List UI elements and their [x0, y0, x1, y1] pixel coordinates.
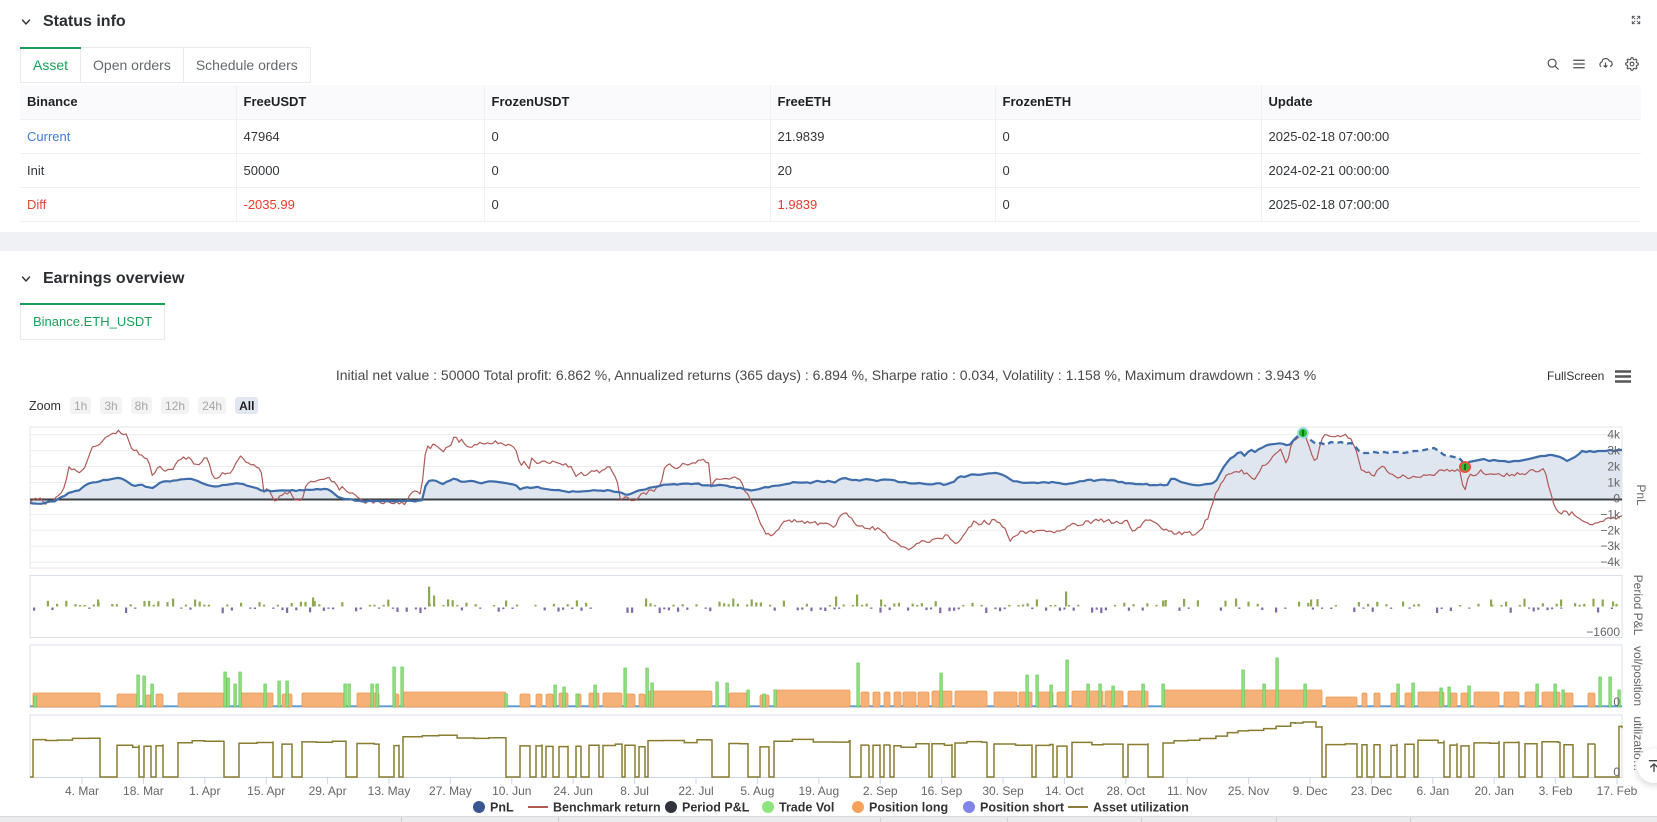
svg-text:8. Jul: 8. Jul — [620, 784, 649, 798]
svg-text:Asset utilization: Asset utilization — [1093, 801, 1189, 815]
svg-text:9. Dec: 9. Dec — [1293, 784, 1328, 798]
svg-text:10. Jun: 10. Jun — [492, 784, 531, 798]
svg-text:3k: 3k — [1607, 444, 1621, 458]
svg-text:2k: 2k — [1607, 460, 1621, 474]
svg-text:20. Jan: 20. Jan — [1475, 784, 1514, 798]
svg-text:22. Jul: 22. Jul — [678, 784, 713, 798]
svg-text:17. Feb: 17. Feb — [1597, 784, 1638, 798]
svg-text:15. Apr: 15. Apr — [247, 784, 285, 798]
svg-text:11. Nov: 11. Nov — [1167, 784, 1207, 798]
svg-text:29. Apr: 29. Apr — [309, 784, 347, 798]
svg-text:−2k: −2k — [1600, 523, 1621, 537]
svg-text:PnL: PnL — [1634, 484, 1648, 506]
svg-text:−1k: −1k — [1600, 507, 1621, 521]
svg-text:13. May: 13. May — [368, 784, 411, 798]
svg-text:2. Sep: 2. Sep — [863, 784, 898, 798]
svg-text:1k: 1k — [1607, 476, 1621, 490]
svg-text:0: 0 — [1613, 695, 1620, 709]
svg-text:19. Aug: 19. Aug — [798, 784, 839, 798]
svg-text:23. Dec: 23. Dec — [1351, 784, 1392, 798]
svg-text:1. Apr: 1. Apr — [189, 784, 220, 798]
svg-text:Period P&L: Period P&L — [1631, 575, 1645, 636]
svg-text:PnL: PnL — [490, 801, 514, 815]
svg-text:Trade Vol: Trade Vol — [779, 801, 834, 815]
svg-text:24. Jun: 24. Jun — [554, 784, 593, 798]
svg-text:14. Oct: 14. Oct — [1045, 784, 1084, 798]
svg-text:Position short: Position short — [980, 801, 1065, 815]
svg-text:4k: 4k — [1607, 428, 1621, 442]
svg-text:27. May: 27. May — [429, 784, 472, 798]
svg-text:vol/position: vol/position — [1631, 646, 1645, 706]
svg-text:Benchmark return: Benchmark return — [553, 801, 661, 815]
svg-text:0: 0 — [1613, 765, 1620, 779]
svg-text:4. Mar: 4. Mar — [65, 784, 99, 798]
svg-text:30. Sep: 30. Sep — [982, 784, 1024, 798]
svg-text:28. Oct: 28. Oct — [1106, 784, 1145, 798]
svg-text:5. Aug: 5. Aug — [740, 784, 774, 798]
svg-text:18. Mar: 18. Mar — [123, 784, 164, 798]
svg-text:Position long: Position long — [869, 801, 948, 815]
svg-text:−3k: −3k — [1600, 539, 1621, 553]
svg-text:25. Nov: 25. Nov — [1228, 784, 1269, 798]
svg-text:−1600: −1600 — [1586, 625, 1620, 639]
svg-text:16. Sep: 16. Sep — [921, 784, 963, 798]
svg-text:Period P&L: Period P&L — [682, 801, 750, 815]
svg-text:6. Jan: 6. Jan — [1416, 784, 1449, 798]
svg-text:0: 0 — [1613, 491, 1620, 505]
svg-text:−4k: −4k — [1600, 555, 1621, 569]
svg-text:3. Feb: 3. Feb — [1539, 784, 1573, 798]
